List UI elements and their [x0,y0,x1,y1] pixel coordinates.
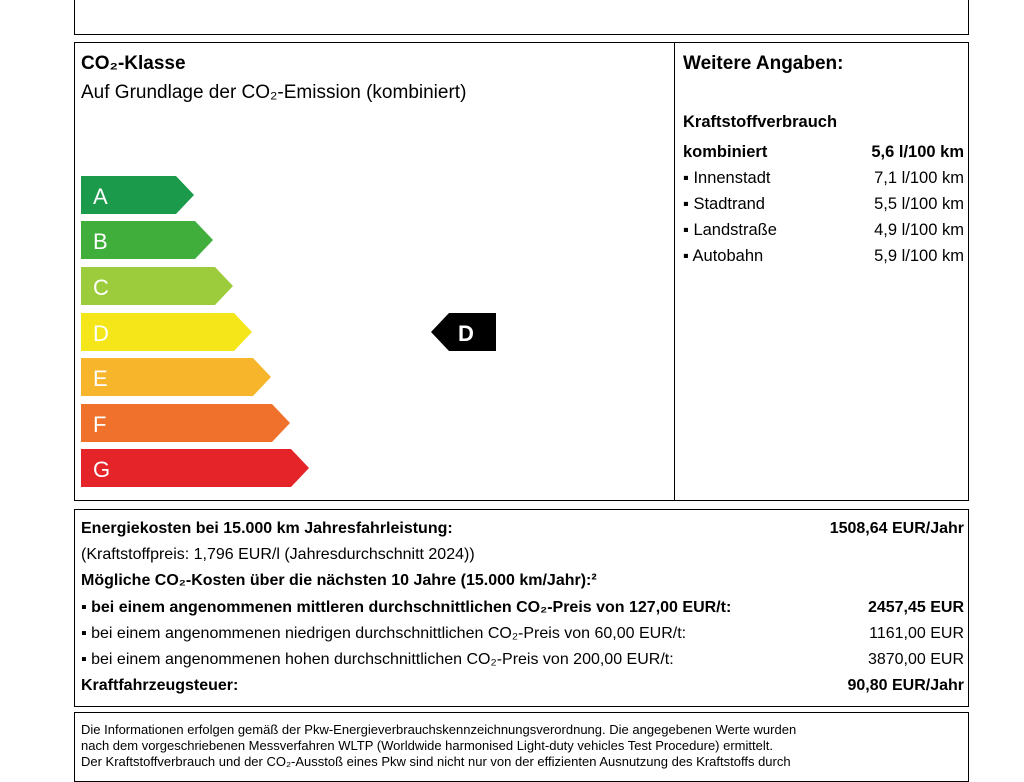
footnote-line: nach dem vorgeschriebenen Messverfahren … [81,738,773,753]
co2-class-panel: CO₂-Klasse Auf Grundlage der CO₂-Emissio… [74,42,675,501]
panel-title: CO₂-Klasse [81,53,186,74]
cost-row: Kraftfahrzeugsteuer: 90,80 EUR/Jahr [81,673,964,699]
detail-row: ▪ Innenstadt 7,1 l/100 km [683,165,964,191]
detail-label: Stadtrand [693,195,765,213]
footnote-panel: Die Informationen erfolgen gemäß der Pkw… [74,712,969,782]
cost-label: Mögliche CO₂-Kosten über die nächsten 10… [81,572,597,589]
cost-label: (Kraftstoffpreis: 1,796 EUR/l (Jahresdur… [81,546,475,563]
class-bar: B [81,221,213,259]
cost-label: bei einem angenommenen hohen durchschnit… [91,651,674,668]
details-section: Kraftstoffverbrauch [683,113,838,131]
detail-row: ▪ Autobahn 5,9 l/100 km [683,243,964,269]
detail-label: Landstraße [693,221,777,239]
detail-label: Innenstadt [693,169,771,187]
cost-value: 2457,45 EUR [867,599,964,616]
cost-value: 1161,00 EUR [869,625,964,642]
footnote-line: Die Informationen erfolgen gemäß der Pkw… [81,722,797,737]
panel-subtitle: Auf Grundlage der CO₂-Emission (kombinie… [81,82,467,103]
detail-row: kombiniert 5,6 l/100 km [683,139,964,165]
class-label: G [93,457,110,482]
current-class: D [458,321,474,346]
cost-value: 3870,00 EUR [867,651,964,668]
detail-row: ▪ Landstraße 4,9 l/100 km [683,217,964,243]
cost-row: Mögliche CO₂-Kosten über die nächsten 10… [81,568,964,594]
class-label: F [93,412,106,437]
details-panel: Weitere Angaben: Kraftstoffverbrauch kom… [674,42,969,501]
cost-label: Kraftfahrzeugsteuer: [81,677,239,694]
class-label: C [93,275,109,300]
cost-row: ▪ bei einem angenommenen hohen durchschn… [81,647,964,673]
cost-label: bei einem angenommenen mittleren durchsc… [91,599,732,616]
detail-row: ▪ Stadtrand 5,5 l/100 km [683,191,964,217]
class-label: A [93,184,108,209]
details-title: Weitere Angaben: [683,53,844,74]
detail-label: kombiniert [683,143,768,161]
cost-value: 90,80 EUR/Jahr [847,677,964,694]
detail-label: Autobahn [692,247,764,265]
class-bar: A [81,176,194,214]
cost-label: Energiekosten bei 15.000 km Jahresfahrle… [81,520,453,537]
cost-row: Energiekosten bei 15.000 km Jahresfahrle… [81,516,964,542]
detail-value: 5,5 l/100 km [874,195,964,213]
class-bar: D [81,313,252,351]
detail-value: 5,9 l/100 km [874,247,964,265]
cost-label: bei einem angenommenen niedrigen durchsc… [91,625,687,642]
detail-value: 4,9 l/100 km [874,221,964,239]
class-label: E [93,366,108,391]
class-bar: F [81,404,290,442]
costs-panel: Energiekosten bei 15.000 km Jahresfahrle… [74,509,969,707]
current-class-marker: D [431,313,496,351]
cost-value: 1508,64 EUR/Jahr [829,520,964,537]
class-bar: E [81,358,271,396]
class-label: B [93,229,108,254]
footnote-line: Der Kraftstoffverbrauch und der CO₂-Auss… [81,754,791,769]
class-label: D [93,321,109,346]
cost-row: ▪ bei einem angenommenen mittleren durch… [81,595,964,621]
detail-value: 5,6 l/100 km [871,143,964,161]
cost-row: (Kraftstoffpreis: 1,796 EUR/l (Jahresdur… [81,542,964,568]
class-bar: G [81,449,309,487]
class-bar: C [81,267,233,305]
cost-row: ▪ bei einem angenommenen niedrigen durch… [81,621,964,647]
top-box [74,0,969,35]
detail-value: 7,1 l/100 km [874,169,964,187]
class-scale: A B C D E F G D [81,176,496,487]
